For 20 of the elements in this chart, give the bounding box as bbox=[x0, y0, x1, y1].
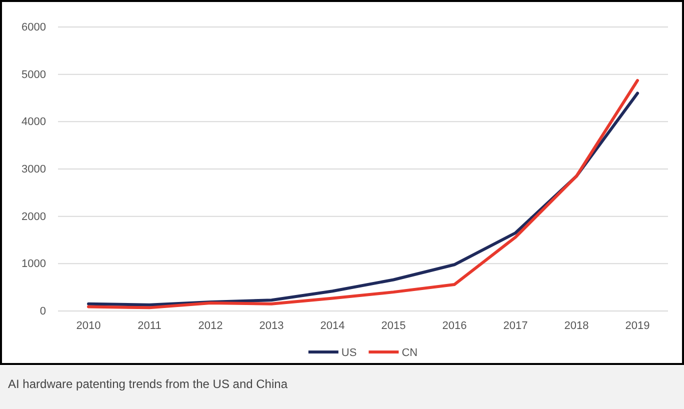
x-tick-label: 2011 bbox=[138, 320, 162, 332]
x-tick-label: 2014 bbox=[320, 320, 345, 332]
y-tick-label: 2000 bbox=[22, 210, 46, 223]
x-tick-label: 2015 bbox=[381, 320, 406, 332]
x-tick-label: 2019 bbox=[625, 320, 650, 332]
y-tick-label: 0 bbox=[40, 306, 46, 318]
y-tick-label: 3000 bbox=[22, 164, 46, 176]
y-tick-label: 6000 bbox=[22, 22, 46, 34]
x-tick-label: 2017 bbox=[503, 320, 528, 332]
x-tick-label: 2012 bbox=[198, 320, 223, 332]
text: AI hardware patenting trends from the US and China bbox=[8, 377, 288, 391]
legend-label: CN bbox=[402, 347, 418, 359]
x-tick-label: 2018 bbox=[564, 320, 589, 332]
legend-label: US bbox=[341, 347, 357, 359]
x-tick-label: 2013 bbox=[259, 320, 284, 332]
y-tick-label: 4000 bbox=[22, 116, 46, 128]
x-tick-label: 2016 bbox=[442, 320, 467, 332]
x-tick-label: 2010 bbox=[76, 320, 101, 332]
y-tick-label: 1000 bbox=[22, 258, 46, 270]
y-tick-label: 5000 bbox=[22, 68, 46, 81]
